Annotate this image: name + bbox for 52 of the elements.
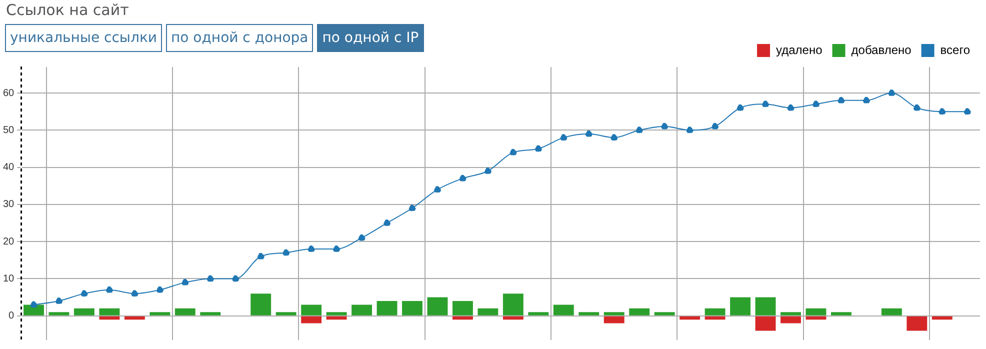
point — [434, 186, 441, 194]
point — [106, 286, 113, 294]
point — [333, 246, 340, 252]
legend-label: добавлено — [851, 42, 912, 57]
point — [358, 234, 366, 242]
y-tick-label: 10 — [3, 273, 15, 284]
text: по одной с донора — [166, 24, 314, 52]
y-tick-label: 50 — [3, 124, 15, 136]
legend-label: всего — [940, 42, 970, 57]
point — [736, 104, 744, 112]
point — [156, 286, 164, 294]
chart-title: Ссылок на сайт — [6, 1, 129, 19]
text: по одной с IP — [317, 24, 424, 52]
point — [534, 145, 542, 152]
y-tick-label: 60 — [3, 88, 15, 99]
point — [232, 275, 240, 282]
point — [762, 100, 770, 108]
point — [686, 126, 694, 134]
y-tick-label: 0 — [8, 310, 15, 322]
point — [30, 301, 38, 308]
point — [408, 204, 416, 212]
point — [888, 90, 896, 96]
point — [585, 130, 592, 138]
y-tick-label: 40 — [3, 162, 15, 174]
point — [55, 298, 62, 304]
point — [459, 174, 466, 182]
point — [308, 246, 315, 252]
point — [636, 126, 643, 134]
point — [384, 220, 391, 226]
point — [862, 96, 870, 104]
point — [510, 148, 517, 156]
point — [80, 290, 88, 298]
point — [712, 122, 719, 130]
point — [964, 108, 971, 116]
point — [661, 122, 668, 130]
point — [484, 168, 492, 174]
point — [913, 104, 920, 112]
point — [131, 290, 138, 298]
point — [610, 134, 618, 142]
point — [838, 96, 845, 104]
point — [812, 100, 820, 108]
point — [182, 278, 189, 286]
y-tick-label: 20 — [3, 236, 15, 248]
point — [787, 104, 794, 112]
legend-label: удалено — [776, 42, 823, 57]
text: уникальные ссылки — [5, 24, 162, 52]
point — [560, 134, 568, 142]
point — [282, 249, 290, 256]
point — [257, 252, 264, 260]
point — [938, 108, 946, 116]
y-tick-label: 30 — [3, 199, 15, 210]
point — [206, 275, 214, 282]
